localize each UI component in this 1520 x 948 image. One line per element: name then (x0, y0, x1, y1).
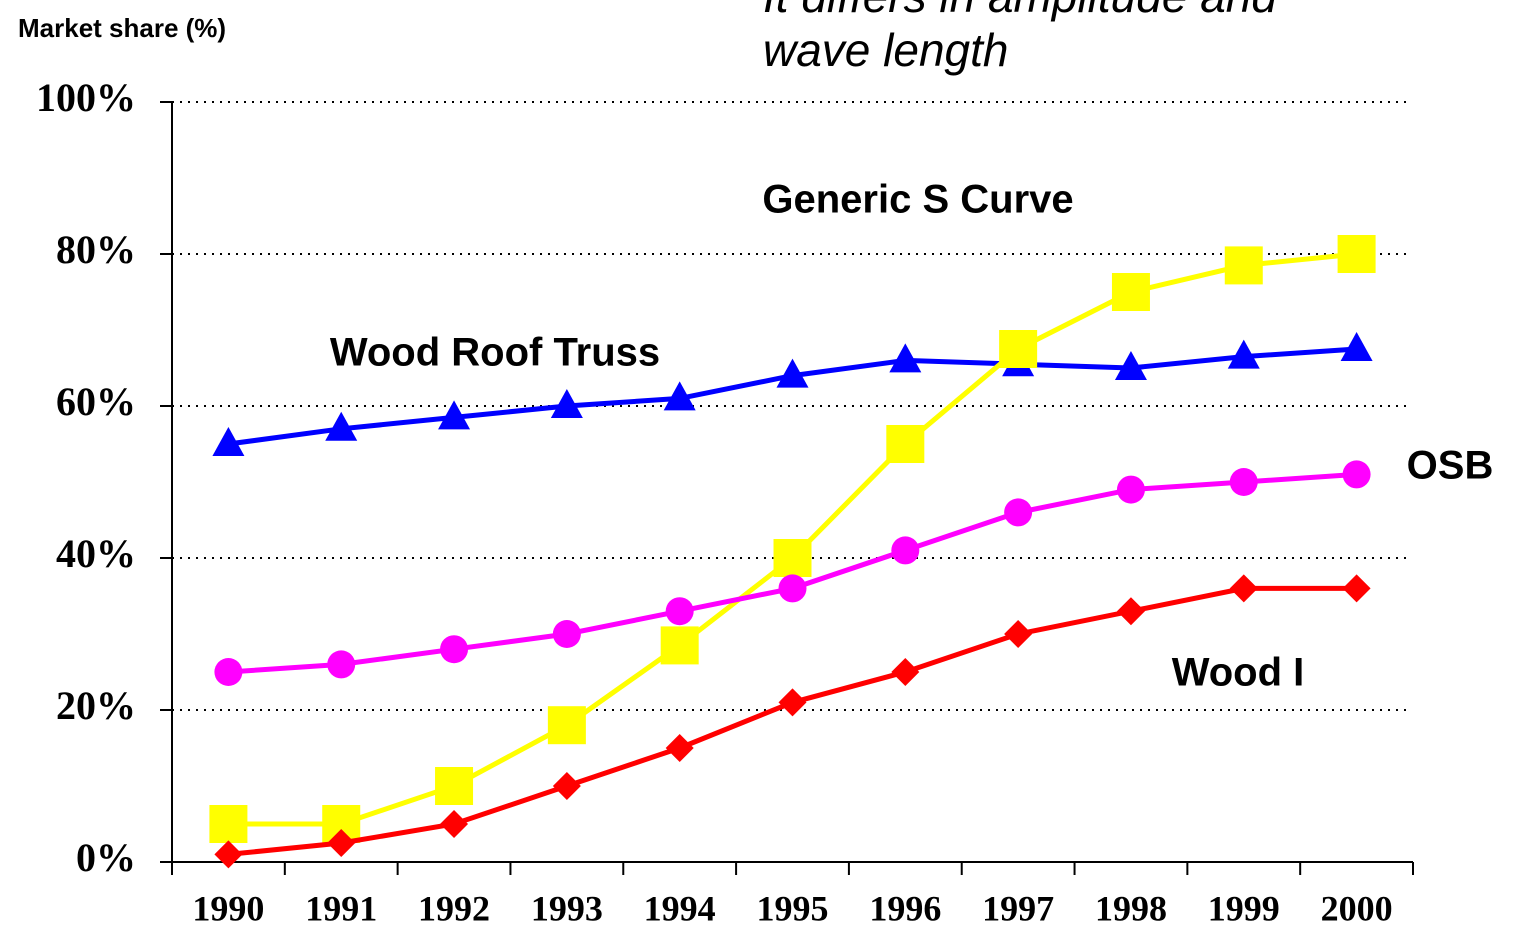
marker (663, 381, 696, 411)
marker (1229, 574, 1258, 603)
marker (209, 805, 248, 843)
y-tick-label: 100% (36, 75, 136, 120)
marker (891, 536, 920, 565)
series-label: OSB (1407, 444, 1494, 488)
chart-title: wave length (763, 24, 1009, 76)
x-tick-label: 1990 (192, 888, 264, 928)
y-axis-label: Market share (%) (18, 13, 226, 43)
marker (327, 829, 356, 857)
marker (665, 597, 694, 626)
marker (778, 688, 807, 717)
marker (1111, 273, 1150, 311)
marker (1227, 339, 1260, 369)
marker (1337, 235, 1376, 273)
marker (435, 767, 474, 805)
y-tick-label: 40% (56, 531, 136, 576)
x-tick-label: 2000 (1321, 888, 1393, 928)
marker (776, 358, 809, 388)
marker (214, 658, 243, 686)
y-tick-label: 0% (76, 835, 136, 880)
marker (1114, 351, 1147, 380)
marker (1116, 597, 1145, 626)
y-tick-label: 20% (56, 683, 136, 728)
marker (891, 658, 920, 686)
marker (889, 343, 922, 373)
marker (327, 650, 356, 679)
marker (1004, 498, 1033, 527)
marker (778, 574, 807, 603)
marker (440, 810, 469, 838)
x-tick-label: 1996 (869, 888, 941, 928)
x-tick-label: 1998 (1095, 888, 1167, 928)
marker (773, 539, 812, 577)
y-tick-label: 60% (56, 379, 136, 424)
marker (886, 425, 925, 463)
x-tick-label: 1994 (644, 888, 716, 928)
x-tick-label: 1997 (982, 888, 1054, 928)
marker (440, 635, 469, 664)
marker (999, 330, 1038, 368)
marker (660, 626, 699, 665)
series-line (228, 585, 1357, 857)
marker (1229, 468, 1258, 496)
series-label: Generic S Curve (762, 178, 1073, 222)
marker (212, 427, 245, 456)
x-tick-label: 1991 (305, 888, 377, 928)
marker (1340, 332, 1373, 361)
marker (214, 840, 243, 869)
marker (552, 772, 581, 800)
marker (552, 620, 581, 648)
marker (1004, 620, 1033, 648)
marker (1224, 246, 1263, 285)
marker (547, 706, 586, 745)
x-tick-label: 1995 (757, 888, 829, 928)
marker (550, 389, 583, 418)
marker (1342, 574, 1371, 603)
marker (1342, 460, 1371, 489)
series-label: Wood I (1172, 651, 1305, 695)
x-tick-label: 1999 (1208, 888, 1280, 928)
x-tick-label: 1993 (531, 888, 603, 928)
marker (438, 400, 471, 430)
marker (325, 411, 358, 441)
series-label: Wood Roof Truss (330, 331, 660, 375)
x-tick-label: 1992 (418, 888, 490, 928)
marker (665, 734, 694, 762)
y-tick-label: 80% (56, 227, 136, 272)
marker (1116, 475, 1145, 504)
chart-title: It differs in amplitude and (763, 0, 1278, 22)
